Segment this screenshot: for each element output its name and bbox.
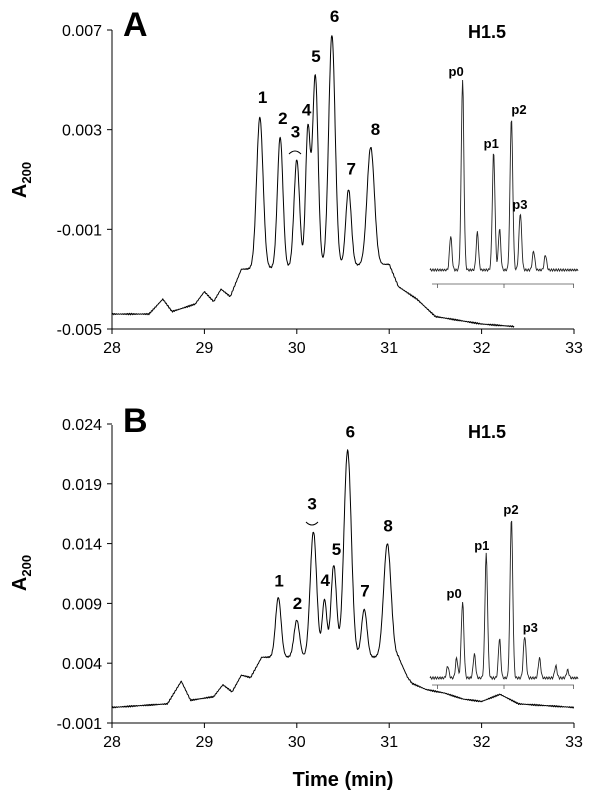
panel-b-ticks: 28 29 30 31 32 33-0.0010.0040.0090.0140.0190.…	[57, 417, 583, 751]
panel-b-peak-label-7: 7	[360, 581, 369, 600]
panel-b-inset-label-p3: p3	[523, 620, 538, 635]
panel-b-peak-3-brace	[305, 521, 319, 526]
panel-a-peak-label-4: 4	[302, 101, 312, 120]
panel-a-y-tick-label: -0.005	[57, 322, 102, 339]
panel-b-x-tick-label: 31	[380, 734, 398, 751]
panel-b-peak-label-2: 2	[293, 594, 302, 613]
panel-b-x-axis-label: Time (min)	[293, 769, 394, 791]
panel-b-inset-label-p2: p2	[503, 502, 518, 517]
panel-b-chromatogram-trace	[111, 449, 574, 709]
panel-b-y-axis-label: A200	[9, 555, 34, 591]
panel-a-inset-label-p1: p1	[484, 136, 499, 151]
panel-a-x-tick-label: 32	[473, 340, 491, 357]
panel-b-peak-label-6: 6	[346, 422, 355, 441]
panel-b-inset: p0 p1 p2 p3	[429, 502, 579, 689]
panel-a-y-tick-label: -0.001	[57, 222, 102, 239]
panel-a-inset-trace	[429, 79, 579, 273]
panel-a-x-tick-label: 33	[565, 340, 583, 357]
panel-a-peak-label-7: 7	[347, 159, 356, 178]
panel-a-inset-label-p0: p0	[449, 64, 464, 79]
panel-a-inset-title: H1.5	[468, 22, 506, 42]
panel-b-peak-label-8: 8	[383, 517, 392, 536]
panel-a-x-tick-label: 30	[288, 340, 306, 357]
panel-a-label: A	[123, 6, 148, 44]
panel-b-peak-label-1: 1	[274, 571, 283, 590]
panel-b-x-tick-label: 32	[473, 734, 491, 751]
panel-a-peak-label-8: 8	[371, 120, 380, 139]
panel-a-inset-label-p3: p3	[512, 197, 527, 212]
panel-a-peak-3-brace	[288, 150, 302, 155]
panel-a-inset: p0 p1 p2 p3	[429, 64, 579, 288]
panel-a: A A200 H1.5 28 29 30 31 32 33-0.005-0.0010.00…	[9, 6, 583, 357]
panel-b-inset-trace	[429, 520, 579, 681]
panel-b-y-tick-label: -0.001	[57, 716, 102, 733]
panel-a-x-tick-label: 28	[103, 340, 121, 357]
panel-a-x-tick-label: 31	[380, 340, 398, 357]
panel-a-peak-label-3: 3	[291, 123, 300, 142]
panel-a-y-tick-label: 0.003	[62, 123, 102, 140]
panel-b-peak-label-4: 4	[321, 571, 331, 590]
panel-a-peak-label-5: 5	[311, 47, 320, 66]
panel-b-inset-label-p0: p0	[447, 586, 462, 601]
panel-b-y-tick-label: 0.024	[62, 417, 102, 434]
panel-b-y-tick-label: 0.009	[62, 596, 102, 613]
panel-b-x-tick-label: 29	[196, 734, 214, 751]
panel-a-x-tick-label: 29	[196, 340, 214, 357]
panel-b-y-tick-label: 0.019	[62, 477, 102, 494]
panel-b-peak-label-3: 3	[307, 495, 316, 514]
panel-b-inset-label-p1: p1	[474, 538, 489, 553]
panel-b-x-tick-label: 30	[288, 734, 306, 751]
panel-b-peak-label-5: 5	[332, 540, 341, 559]
panel-a-peak-label-6: 6	[330, 7, 339, 26]
panel-a-inset-label-p2: p2	[511, 102, 526, 117]
panel-b-x-tick-label: 33	[565, 734, 583, 751]
panel-b-inset-title: H1.5	[468, 422, 506, 442]
panel-b: B A200 Time (min) H1.5 28 29 30 31 32 33-0.00…	[9, 402, 583, 791]
panel-b-x-tick-label: 28	[103, 734, 121, 751]
panel-b-peak-labels: 12 3 45 6 7 8	[274, 422, 393, 613]
panel-a-chromatogram-trace	[111, 35, 515, 328]
panel-b-y-tick-label: 0.014	[62, 537, 102, 554]
panel-a-peak-label-2: 2	[278, 109, 287, 128]
panel-a-y-axis-label: A200	[9, 162, 34, 198]
panel-a-peak-label-1: 1	[258, 88, 267, 107]
panel-b-y-tick-label: 0.004	[62, 656, 102, 673]
panel-a-y-tick-label: 0.007	[62, 23, 102, 40]
panel-b-label: B	[123, 402, 148, 440]
